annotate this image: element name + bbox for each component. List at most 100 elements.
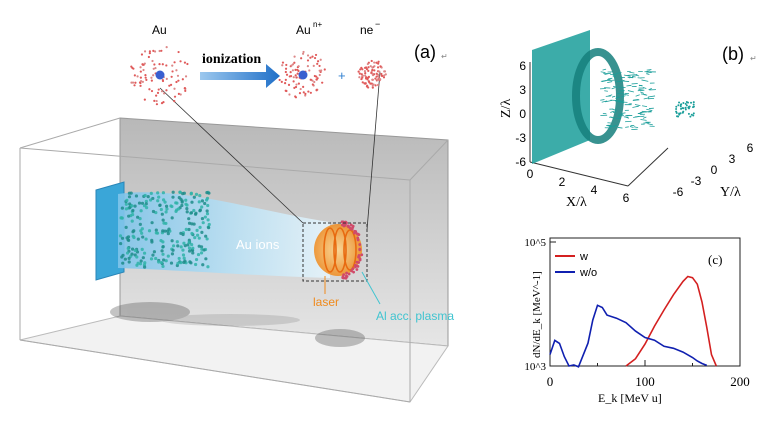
electron-dot <box>150 79 153 82</box>
y-tick-label: 0 <box>711 163 718 177</box>
ion-trace <box>635 94 640 97</box>
ion-dot <box>177 256 181 261</box>
electron-dot <box>295 76 298 79</box>
ion-trace <box>612 124 617 127</box>
ion-dot <box>141 256 145 260</box>
x-tick-label: 100 <box>635 374 655 389</box>
electron-dot <box>371 86 374 89</box>
ion-trace <box>611 87 616 90</box>
ion-dot <box>161 245 165 249</box>
ion-dot <box>177 196 181 200</box>
electron-dot <box>360 77 363 81</box>
ion-trace <box>625 116 630 119</box>
electron-dot <box>311 83 314 86</box>
ion-dot <box>157 195 161 199</box>
ion-dot <box>197 200 201 204</box>
ion-trace <box>617 127 623 129</box>
plasma-particle-cloud <box>340 220 364 280</box>
plasma-dot <box>356 236 360 240</box>
ion-dot <box>141 235 145 239</box>
ion-bunch-dot <box>692 101 695 104</box>
ion-trace <box>618 113 624 116</box>
ion-dot <box>127 195 132 199</box>
ion-dot <box>161 191 165 195</box>
zoom-box <box>302 222 368 282</box>
electron-dot <box>160 90 164 93</box>
electron-dot <box>313 74 316 78</box>
electron-dot <box>297 82 300 85</box>
ion-dot <box>124 225 128 229</box>
ion-dot <box>191 251 195 255</box>
ion-dot <box>160 249 164 253</box>
electron-dot <box>377 75 380 78</box>
electron-dot <box>306 54 310 57</box>
electron-dot <box>177 50 180 54</box>
ion-dot <box>171 190 175 194</box>
electron-dot <box>311 79 314 82</box>
ion-trace <box>616 96 620 99</box>
electron-dot <box>363 70 367 73</box>
ion-trace <box>625 126 629 128</box>
plasma-dot <box>351 267 355 271</box>
ion-trace <box>642 116 647 119</box>
electron-dot <box>371 78 374 81</box>
ion-trace <box>642 105 648 108</box>
zoom-line-right <box>366 71 381 231</box>
ion-dot <box>171 248 175 252</box>
electron-dot <box>165 89 168 92</box>
electron-dot <box>367 66 370 69</box>
ion-dot <box>130 204 134 208</box>
ion-dot <box>182 256 186 260</box>
ion-trace <box>626 84 632 87</box>
ion-trace <box>611 95 616 98</box>
electron-dot <box>309 78 312 81</box>
au-ion-atom <box>278 50 326 99</box>
ion-dot <box>204 234 208 238</box>
electron-dot <box>369 82 372 85</box>
electron-dot <box>157 88 160 91</box>
ion-dot <box>119 241 123 246</box>
electron-dot <box>283 81 287 85</box>
electron-dot <box>280 80 283 84</box>
electron-dot <box>371 66 374 69</box>
ion-dot <box>170 252 175 256</box>
electron-dot <box>304 94 307 97</box>
electron-dot <box>155 94 158 97</box>
electron-dot <box>281 61 285 64</box>
ion-trace <box>607 77 613 80</box>
electron-dot <box>379 78 382 81</box>
ion-trace <box>619 86 626 89</box>
laser-region <box>314 224 362 276</box>
electron-dot <box>294 74 297 77</box>
ion-dot <box>190 243 194 247</box>
plasma-dot <box>350 269 353 273</box>
ion-dot <box>159 207 163 212</box>
ion-dot <box>143 265 147 269</box>
ion-trace <box>648 95 656 98</box>
electron-dot <box>373 65 376 68</box>
ion-dot <box>164 204 169 208</box>
electron-dot <box>143 62 146 65</box>
ion-bunch-dot <box>684 102 687 105</box>
ion-trace <box>610 110 615 113</box>
ion-trace <box>641 115 645 118</box>
plasma-dot <box>351 224 355 228</box>
ion-dot <box>150 238 154 242</box>
electron-dot <box>287 83 291 86</box>
ion-dot <box>162 258 166 262</box>
ion-dot <box>194 257 199 262</box>
electron-dot <box>173 61 176 64</box>
ion-dot <box>125 198 129 202</box>
ion-dot <box>179 245 183 249</box>
electron-dot <box>144 74 147 77</box>
electron-dot <box>372 83 375 86</box>
ion-dot <box>201 221 205 225</box>
plus-sign: + <box>338 68 346 83</box>
ion-bunch-dot <box>692 114 695 117</box>
x-tick-label: 2 <box>559 175 566 189</box>
ion-dot <box>185 210 189 214</box>
ion-dot <box>187 227 191 232</box>
ion-trace <box>640 93 647 96</box>
ion-dot <box>118 234 123 238</box>
ion-dot <box>124 202 128 206</box>
